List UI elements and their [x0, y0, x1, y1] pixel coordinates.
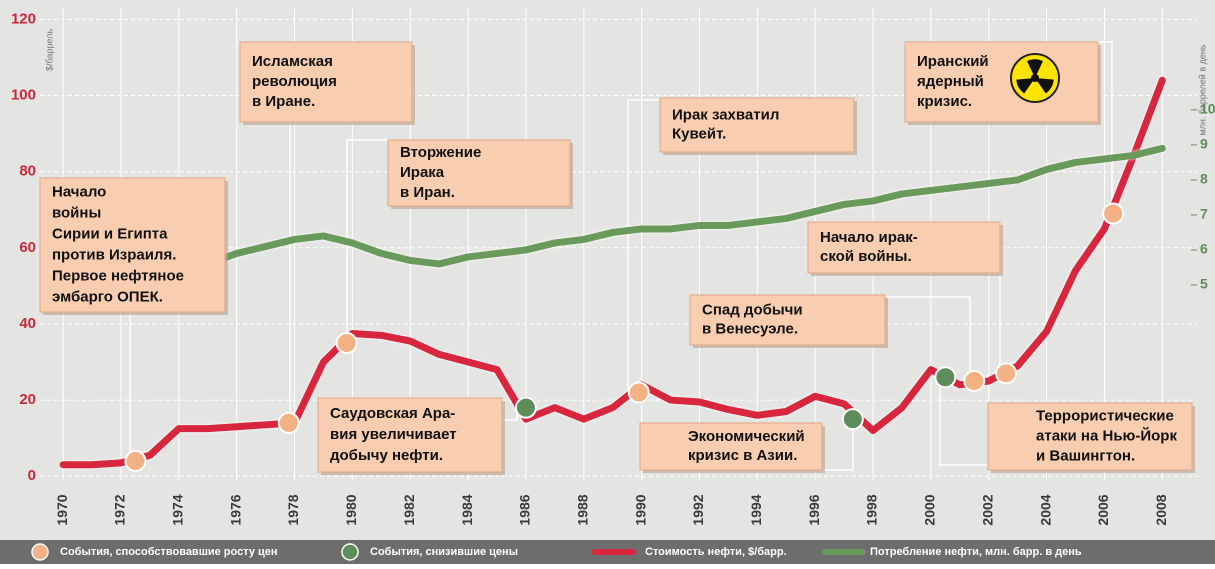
y-tick-label: 100 [11, 87, 36, 104]
annotation-text: в Иран. [400, 184, 455, 201]
annotation-text: в Венесуэле. [702, 320, 798, 337]
legend-label: События, снизившие цены [370, 546, 518, 558]
x-tick-label: 1994 [748, 494, 764, 525]
legend-label: Потребление нефти, млн. барр. в день [870, 546, 1082, 558]
annotation-text: атаки на Нью-Йорк [1036, 426, 1177, 444]
x-tick-label: 1988 [574, 494, 590, 525]
y-tick-label: 20 [19, 391, 36, 408]
legend-marker [342, 544, 358, 560]
x-tick-label: 1978 [285, 494, 301, 525]
x-tick-label: 1976 [227, 494, 243, 525]
annotation-text: войны [52, 204, 101, 221]
annotation-text: Террористические [1036, 407, 1174, 424]
x-tick-label: 2004 [1037, 494, 1053, 525]
x-tick-label: 1986 [517, 494, 533, 525]
annotation-text: революция [252, 73, 337, 90]
y2-tick-label: 9 [1200, 136, 1208, 152]
annotation-text: Иранский [917, 53, 989, 70]
y-axis-label: $/баррель [44, 29, 54, 71]
annotation-text: ской войны. [820, 248, 912, 265]
event-marker [935, 367, 955, 387]
annotation-text: в Иране. [252, 93, 315, 110]
y2-tick-label: 5 [1200, 276, 1208, 292]
annotation-text: против Израиля. [52, 246, 176, 263]
legend-marker [32, 544, 48, 560]
y2-tick-label: 6 [1200, 241, 1208, 257]
event-marker [1103, 204, 1123, 224]
y-tick-label: 60 [19, 239, 36, 256]
annotation-text: вия увеличивает [330, 426, 457, 443]
x-tick-label: 1998 [864, 494, 880, 525]
annotation-text: добычу нефти. [330, 447, 443, 464]
annotation-text: Сирии и Египта [52, 225, 168, 242]
x-tick-label: 1996 [806, 494, 822, 525]
x-tick-label: 2002 [979, 494, 995, 525]
x-tick-label: 1980 [343, 494, 359, 525]
annotation-text: Спад добычи [702, 301, 803, 318]
x-tick-label: 1972 [112, 494, 128, 525]
annotation-text: Вторжение [400, 144, 481, 161]
event-marker [996, 363, 1016, 383]
x-tick-label: 2008 [1153, 494, 1169, 525]
annotation-text: эмбарго ОПЕК. [52, 288, 163, 305]
y-tick-label: 120 [11, 10, 36, 27]
x-tick-label: 1970 [54, 494, 70, 525]
y-tick-label: 80 [19, 163, 36, 180]
event-marker [843, 409, 863, 429]
annotation-text: и Вашингтон. [1036, 447, 1135, 464]
x-tick-label: 1990 [632, 494, 648, 525]
annotation-text: Саудовская Ара- [330, 405, 455, 422]
annotation-text: Начало [52, 183, 106, 200]
y2-tick-label: 7 [1200, 206, 1208, 222]
y2-axis-label: млн. баррелей в день [1197, 44, 1207, 135]
annotation-text: Начало ирак- [820, 229, 918, 246]
event-marker [337, 333, 357, 353]
y2-tick-label: 10 [1200, 101, 1215, 117]
event-marker [629, 382, 649, 402]
annotation-text: Кувейт. [672, 125, 726, 142]
annotation-text: Ирака [400, 164, 445, 181]
event-marker [964, 371, 984, 391]
x-tick-label: 1992 [690, 494, 706, 525]
legend-label: События, способствовавшие росту цен [60, 546, 278, 558]
event-marker [279, 413, 299, 433]
x-tick-label: 1984 [459, 494, 475, 525]
annotation-text: кризис в Азии. [688, 447, 797, 464]
annotation-text: Ирак захватил [672, 106, 779, 123]
annotation-text: Первое нефтяное [52, 267, 184, 284]
x-tick-label: 2000 [922, 494, 938, 525]
chart: Начало войны Сирии и Египта против Израиля.… [0, 0, 1215, 564]
annotation-text: Исламская [252, 53, 333, 70]
event-marker [516, 398, 536, 418]
annotation-text: Экономический [688, 428, 805, 445]
y-tick-label: 40 [19, 315, 36, 332]
x-tick-label: 2006 [1095, 494, 1111, 525]
event-marker [125, 451, 145, 471]
annotation-text: кризис. [917, 93, 972, 110]
x-tick-label: 1982 [401, 494, 417, 525]
legend-label: Стоимость нефти, $/барр. [645, 546, 787, 558]
y2-tick-label: 8 [1200, 171, 1208, 187]
y-tick-label: 0 [28, 467, 36, 484]
annotation-text: ядерный [917, 73, 984, 90]
x-tick-label: 1974 [170, 494, 186, 525]
icon [1031, 74, 1039, 82]
